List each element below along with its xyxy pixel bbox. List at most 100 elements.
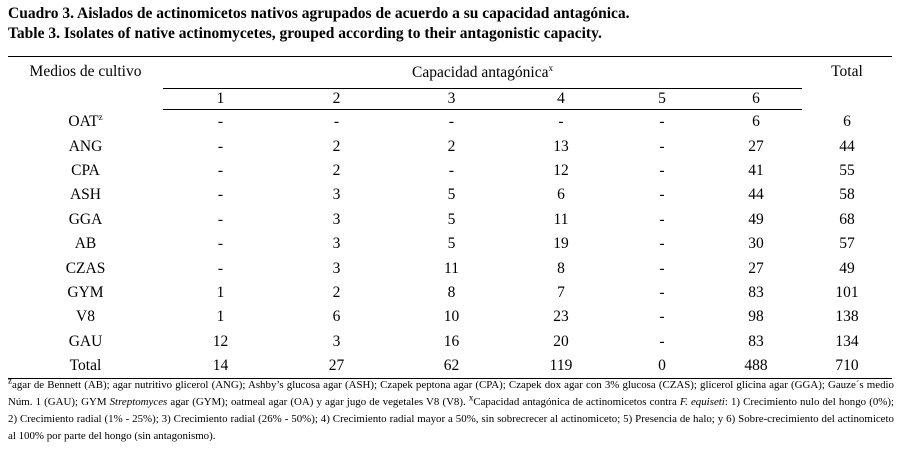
title-spanish: Cuadro 3. Aislados de actinomicetos nati… bbox=[8, 5, 630, 22]
header-capacidad: Capacidad antagónicax bbox=[163, 56, 802, 89]
table-row: GYM 1 2 8 7 - 83 101 bbox=[8, 281, 892, 305]
value-cell: 20 bbox=[553, 332, 569, 350]
value-cell: 16 bbox=[443, 332, 460, 350]
row-total-cell: 6 bbox=[843, 112, 851, 130]
value-cell: 6 bbox=[332, 308, 341, 326]
value-cell: - bbox=[558, 113, 564, 131]
value-cell: - bbox=[659, 259, 665, 277]
medio-cell: Total bbox=[8, 353, 163, 380]
value-cell: 10 bbox=[443, 308, 460, 326]
row-total-cell: 58 bbox=[839, 186, 855, 204]
value-cell: 83 bbox=[748, 283, 764, 301]
value-cell: 2 bbox=[332, 161, 341, 179]
row-total-cell: 710 bbox=[802, 353, 892, 380]
table-row: GAU 12 3 16 20 - 83 134 bbox=[8, 330, 892, 354]
value-cell: 14 bbox=[163, 353, 278, 380]
medio-cell: GAU bbox=[68, 332, 103, 350]
row-total-cell: 57 bbox=[839, 235, 855, 253]
value-cell: 1 bbox=[216, 283, 225, 301]
value-cell: 3 bbox=[332, 186, 341, 204]
value-cell: 11 bbox=[444, 259, 459, 277]
value-cell: 41 bbox=[748, 161, 764, 179]
medio-cell: GYM bbox=[67, 283, 104, 301]
row-total-cell: 55 bbox=[839, 161, 855, 179]
value-cell: 5 bbox=[447, 210, 456, 228]
value-cell: - bbox=[217, 137, 224, 155]
value-cell: - bbox=[659, 283, 665, 301]
table-row: CZAS - 3 11 8 - 27 49 bbox=[8, 256, 892, 280]
value-cell: - bbox=[659, 210, 665, 228]
table-caption: Cuadro 3. Aislados de actinomicetos nati… bbox=[8, 4, 892, 44]
value-cell: 5 bbox=[447, 235, 456, 253]
value-cell: - bbox=[217, 186, 224, 204]
table-footnote: zagar de Bennett (AB); agar nutritivo gl… bbox=[8, 375, 894, 442]
title-english: Table 3. Isolates of native actinomycete… bbox=[8, 25, 602, 42]
value-cell: - bbox=[217, 235, 224, 253]
value-cell: 12 bbox=[212, 332, 229, 350]
header-level-2: 2 bbox=[278, 88, 395, 110]
value-cell: - bbox=[448, 113, 455, 131]
row-total-cell: 44 bbox=[839, 137, 855, 155]
medio-cell: ASH bbox=[69, 186, 101, 204]
value-cell: 119 bbox=[508, 353, 614, 380]
header-level-3: 3 bbox=[395, 88, 508, 110]
value-cell: 6 bbox=[557, 186, 565, 204]
value-cell: 0 bbox=[614, 353, 710, 380]
value-cell: - bbox=[659, 137, 665, 155]
row-total-cell: 68 bbox=[839, 210, 855, 228]
table-row: GGA - 3 5 11 - 49 68 bbox=[8, 208, 892, 232]
medio-cell: ANG bbox=[68, 137, 103, 155]
value-cell: - bbox=[217, 259, 224, 277]
medio-cell: GGA bbox=[68, 210, 103, 228]
header-level-5: 5 bbox=[614, 88, 710, 110]
value-cell: 8 bbox=[557, 259, 565, 277]
value-cell: - bbox=[659, 235, 665, 253]
value-cell: 488 bbox=[710, 353, 802, 380]
row-total-cell: 134 bbox=[835, 332, 859, 350]
header-level-6: 6 bbox=[710, 88, 802, 110]
table-row: ASH - 3 5 6 - 44 58 bbox=[8, 183, 892, 207]
value-cell: 6 bbox=[752, 113, 760, 131]
value-cell: - bbox=[217, 113, 224, 131]
table-row: AB - 3 5 19 - 30 57 bbox=[8, 232, 892, 256]
value-cell: 27 bbox=[278, 353, 395, 380]
value-cell: - bbox=[217, 210, 224, 228]
table-row: OATz - - - - - 6 6 bbox=[8, 110, 892, 135]
medio-cell: V8 bbox=[76, 308, 95, 326]
value-cell: - bbox=[659, 113, 665, 131]
value-cell: 19 bbox=[553, 235, 569, 253]
row-total-cell: 49 bbox=[839, 259, 855, 277]
value-cell: 1 bbox=[216, 308, 225, 326]
table-row: CPA - 2 - 12 - 41 55 bbox=[8, 159, 892, 183]
value-cell: 3 bbox=[332, 259, 341, 277]
value-cell: 2 bbox=[332, 137, 341, 155]
value-cell: 3 bbox=[332, 210, 341, 228]
value-cell: 11 bbox=[553, 210, 569, 228]
value-cell: - bbox=[217, 161, 224, 179]
medio-cell: OATz bbox=[68, 111, 103, 130]
value-cell: - bbox=[333, 113, 340, 131]
value-cell: 44 bbox=[748, 186, 764, 204]
table-row: ANG - 2 2 13 - 27 44 bbox=[8, 134, 892, 158]
value-cell: 27 bbox=[748, 137, 764, 155]
medio-cell: CZAS bbox=[65, 259, 106, 277]
value-cell: 23 bbox=[553, 308, 569, 326]
value-cell: 49 bbox=[748, 210, 764, 228]
value-cell: 2 bbox=[447, 137, 456, 155]
value-cell: 12 bbox=[553, 161, 569, 179]
header-level-4: 4 bbox=[508, 88, 614, 110]
header-total: Total bbox=[831, 63, 863, 80]
row-total-cell: 101 bbox=[835, 283, 859, 301]
value-cell: 27 bbox=[748, 259, 764, 277]
value-cell: - bbox=[659, 186, 665, 204]
value-cell: 7 bbox=[557, 283, 565, 301]
value-cell: - bbox=[659, 332, 665, 350]
value-cell: 3 bbox=[332, 332, 341, 350]
value-cell: 62 bbox=[395, 353, 508, 380]
medio-cell: CPA bbox=[71, 161, 100, 179]
value-cell: 30 bbox=[748, 235, 764, 253]
antagonism-table: Medios de cultivo Capacidad antagónicax … bbox=[8, 56, 892, 380]
value-cell: 83 bbox=[748, 332, 764, 350]
value-cell: 8 bbox=[447, 283, 456, 301]
